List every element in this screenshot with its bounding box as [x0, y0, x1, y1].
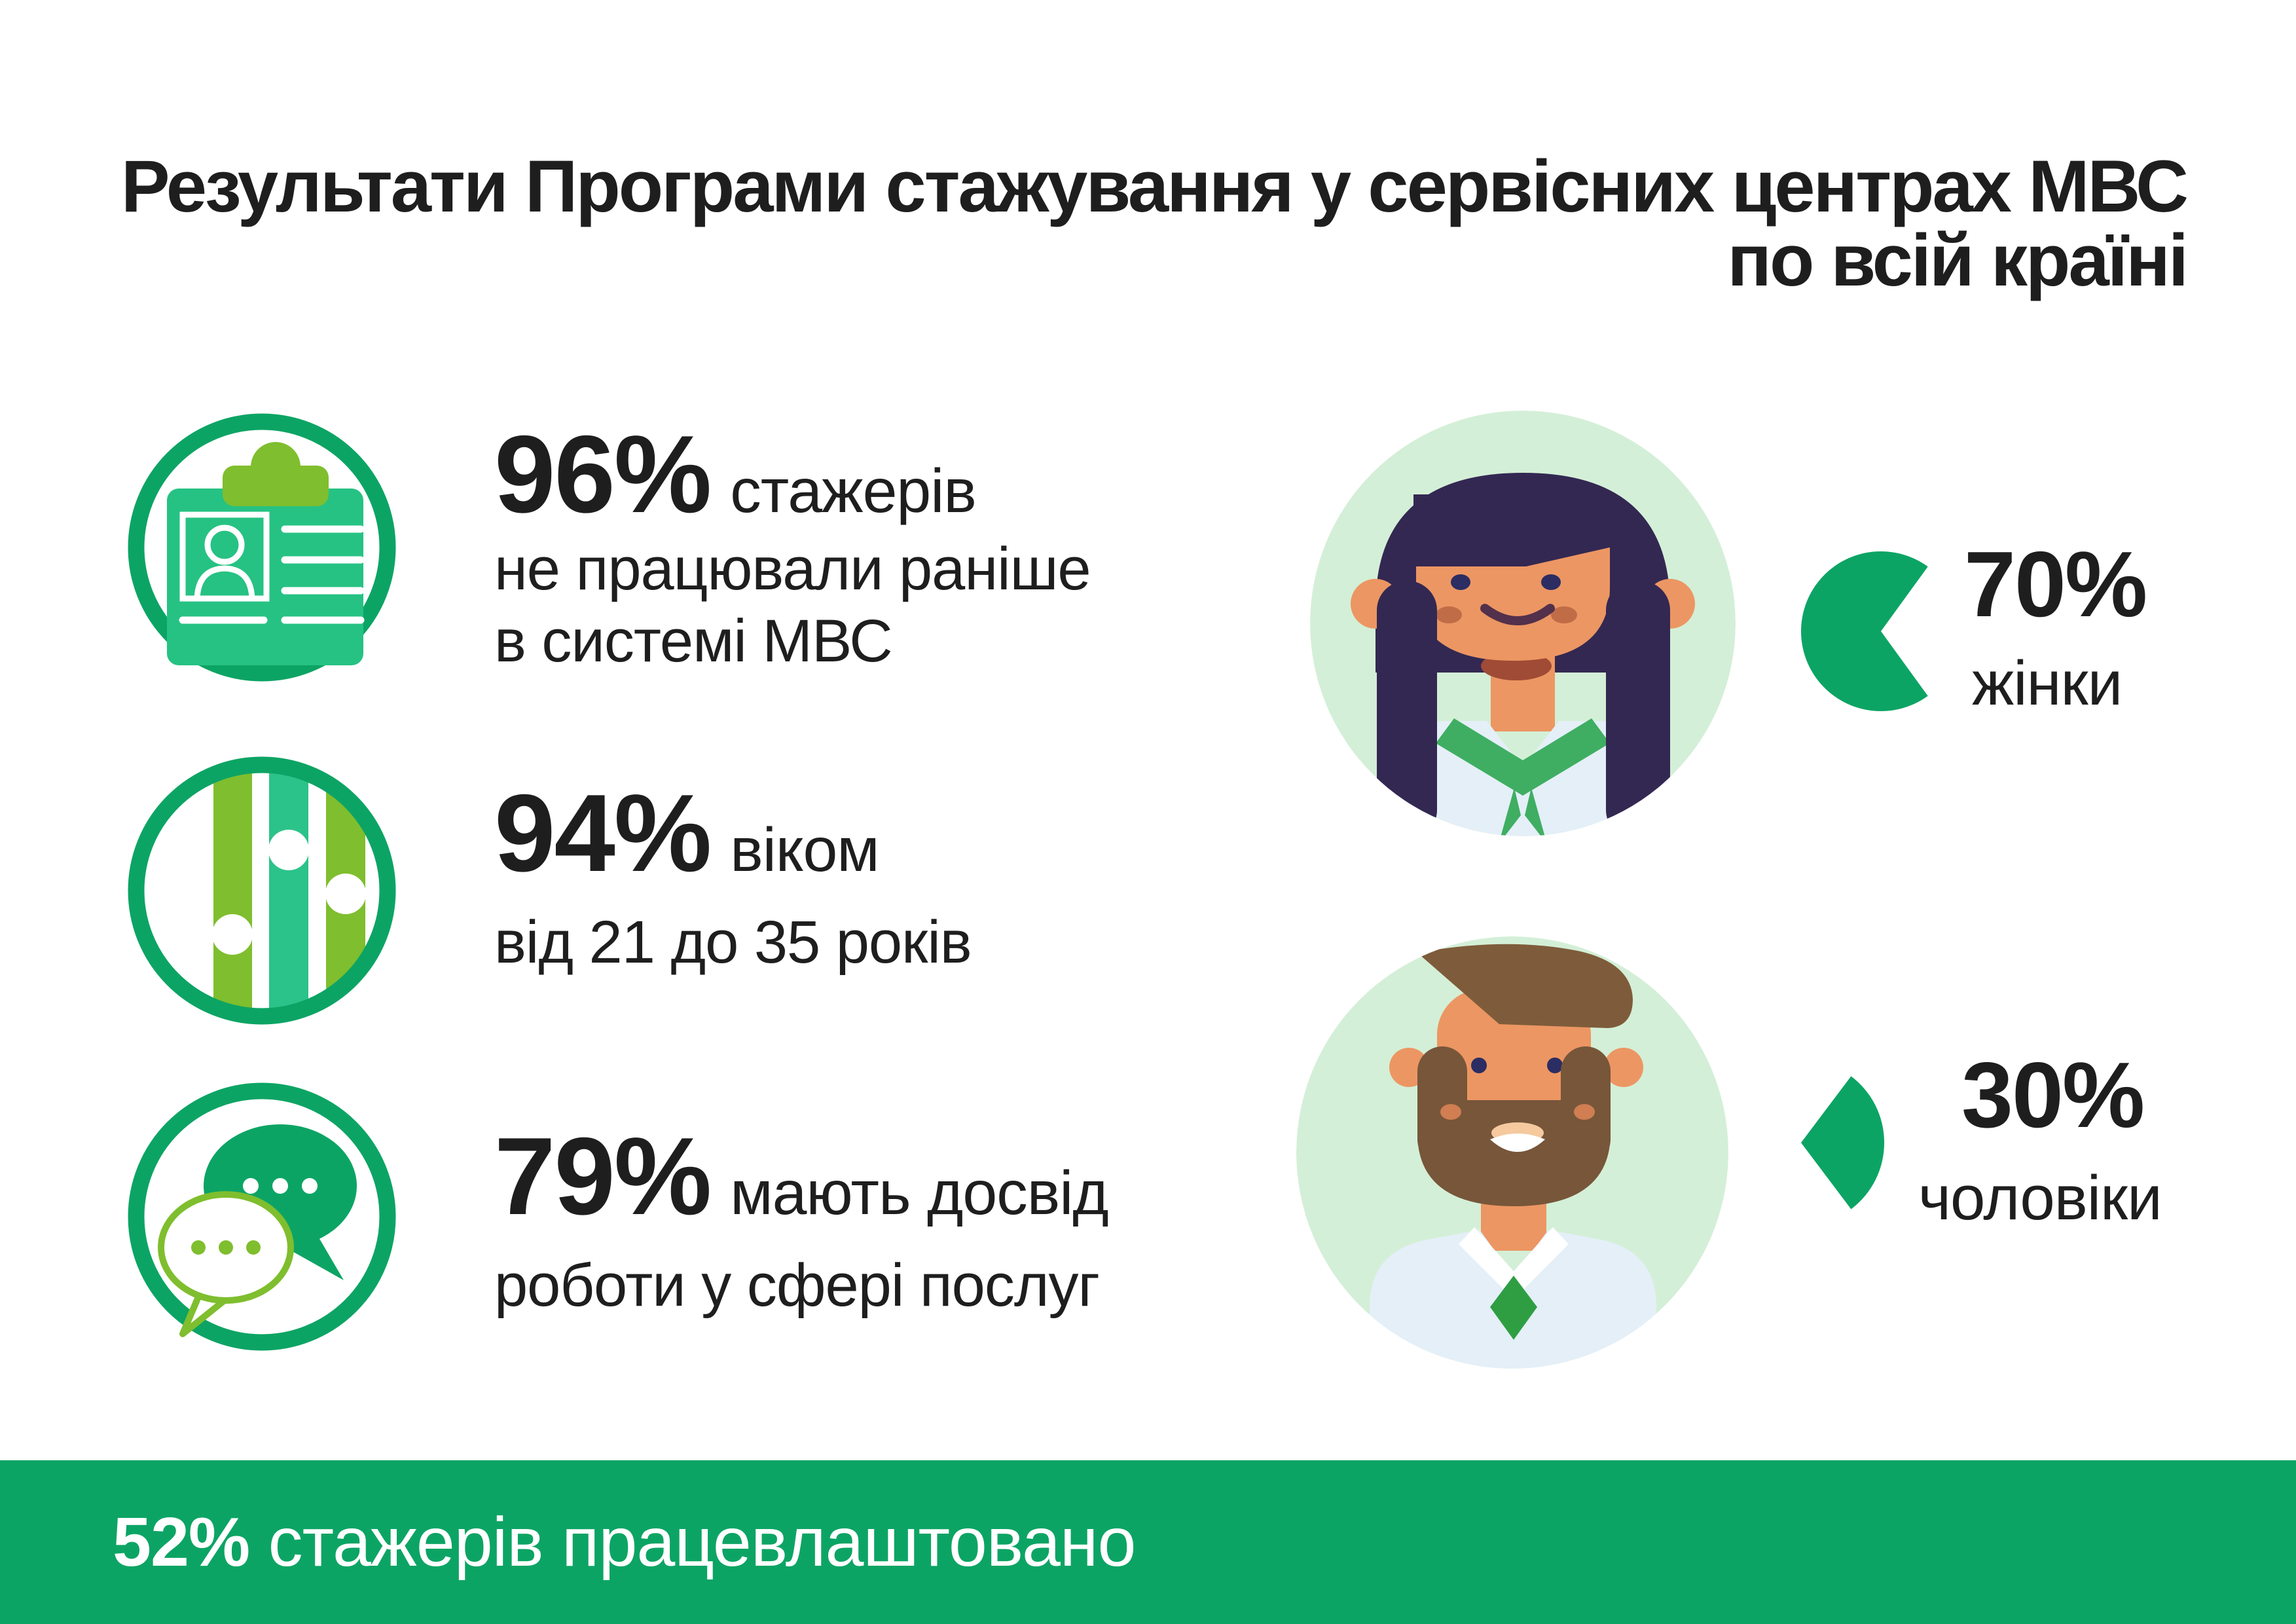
stat-3-head: 79% мають досвід: [494, 1121, 1109, 1231]
stat-block-2: 94% віком від 21 до 35 років: [494, 778, 972, 978]
footer-label: стажерів працевлаштовано: [268, 1504, 1137, 1581]
gender-value-men: 30%: [1961, 1043, 2145, 1147]
stat-1-line-3: в системі МВС: [494, 608, 893, 674]
stat-1-line-2: не працювали раніше: [494, 536, 1091, 602]
stat-3-line-2: роботи у сфері послуг: [494, 1252, 1100, 1319]
stat-1-description: не працювали раніше в системі МВС: [494, 533, 1091, 677]
man-avatar: [1296, 936, 1728, 1369]
gender-label-men: чоловіки: [1918, 1163, 2162, 1233]
page-title: Результати Програми стажування у сервісн…: [120, 145, 2189, 301]
sliders-icon: [128, 756, 396, 1025]
stat-block-3: 79% мають досвід роботи у сфері послуг: [494, 1121, 1109, 1321]
stat-1-value: 96%: [494, 413, 712, 536]
title-line-1: Результати Програми стажування у сервісн…: [120, 145, 2189, 227]
stat-2-head: 94% віком: [494, 778, 972, 888]
pie-70-percent-icon: [1800, 551, 1928, 711]
woman-avatar: [1310, 411, 1736, 836]
stat-2-label: віком: [730, 815, 879, 885]
stat-2-line-2: від 21 до 35 років: [494, 909, 972, 976]
footer-value: 52%: [113, 1504, 250, 1581]
pie-30-percent-icon: [1801, 1076, 1885, 1209]
title-line-2: по всій країні: [1727, 219, 2189, 301]
stat-3-label: мають досвід: [730, 1158, 1108, 1228]
stat-2-value: 94%: [494, 771, 712, 895]
chat-bubbles-icon: [128, 1082, 396, 1351]
footer-bar: 52% стажерів працевлаштовано: [0, 1460, 2296, 1624]
gender-value-women: 70%: [1964, 532, 2147, 637]
gender-label-women: жінки: [1972, 648, 2123, 718]
stat-3-value: 79%: [494, 1115, 712, 1238]
stat-3-description: роботи у сфері послуг: [494, 1249, 1108, 1321]
stat-2-description: від 21 до 35 років: [494, 906, 972, 978]
id-badge-icon: [128, 413, 396, 682]
stat-block-1: 96% стажерів не працювали раніше в систем…: [494, 419, 1091, 677]
stat-1-label: стажерів: [730, 456, 977, 526]
stat-1-head: 96% стажерів: [494, 419, 1091, 529]
